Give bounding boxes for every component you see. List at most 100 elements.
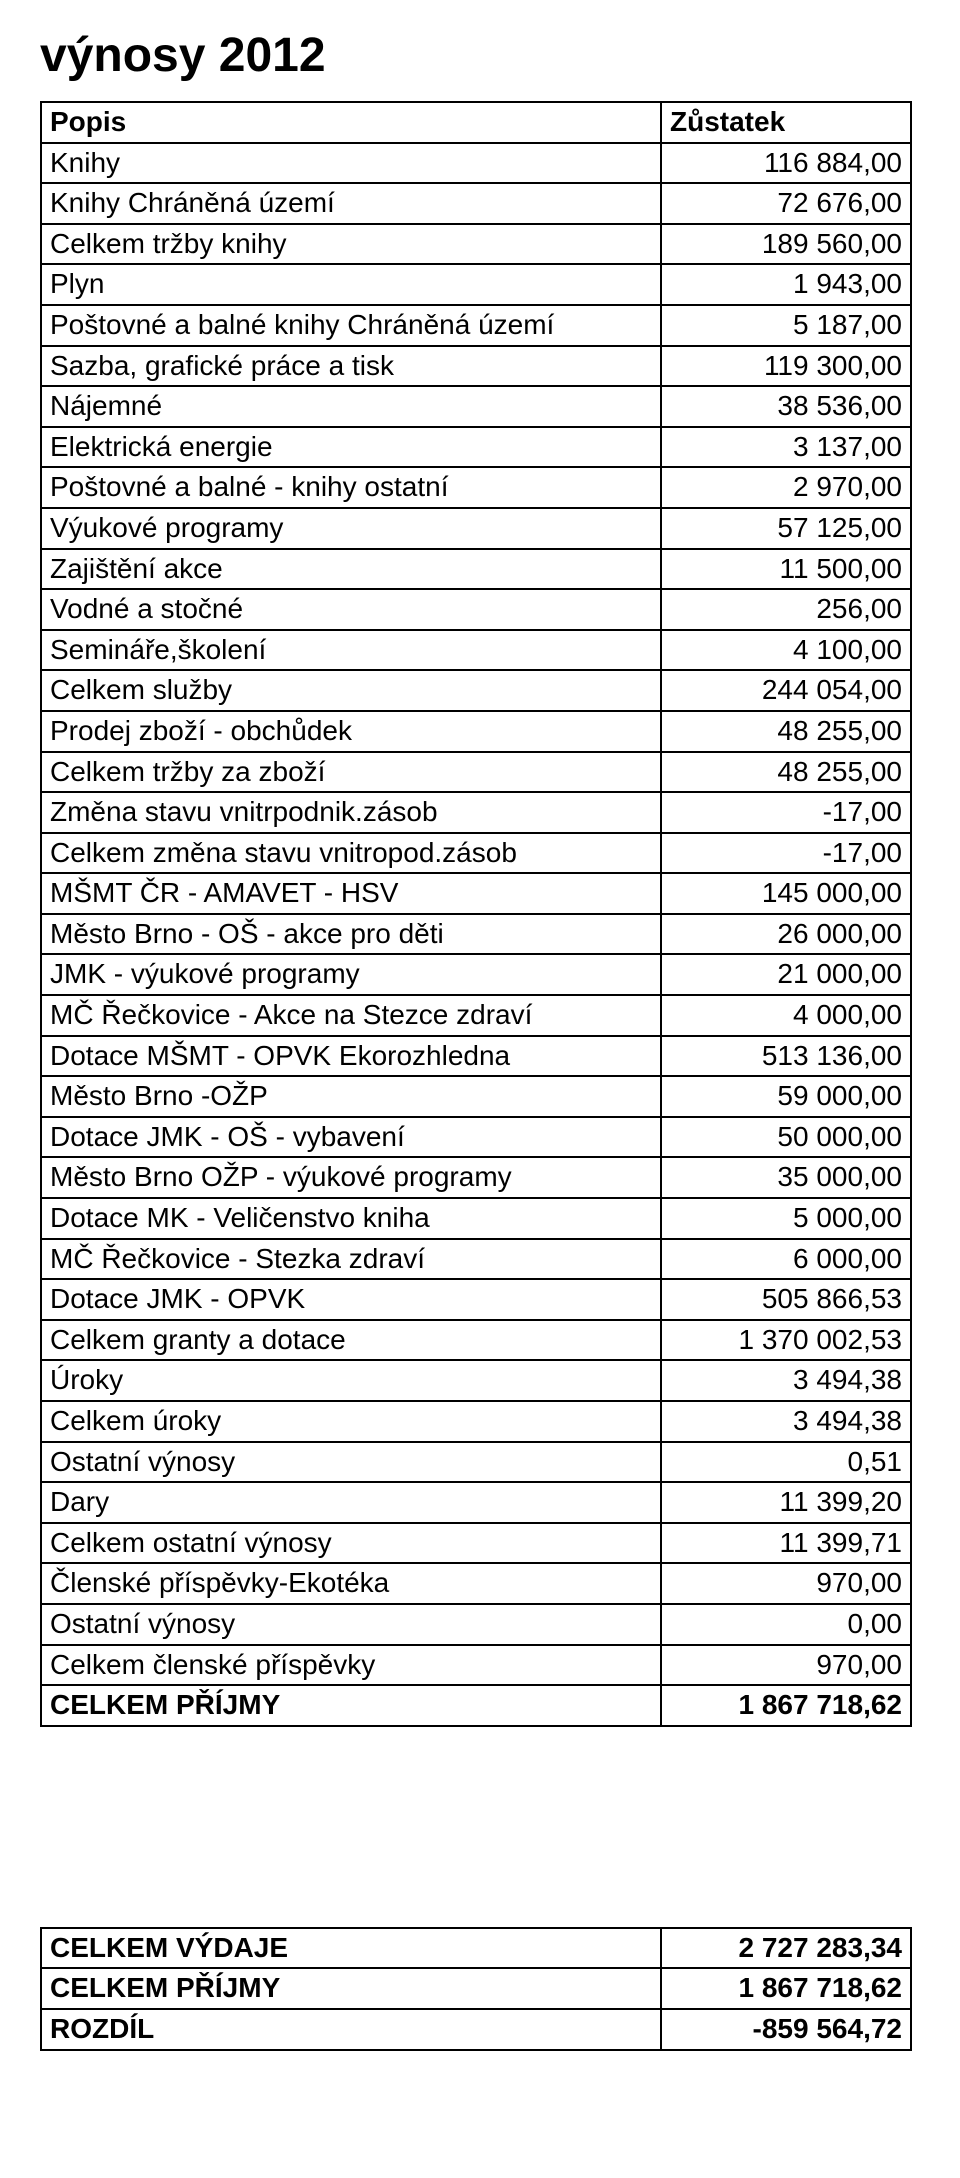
cell-desc: CELKEM PŘÍJMY <box>41 1685 661 1726</box>
cell-val: 5 187,00 <box>661 305 911 346</box>
table-row: Celkem tržby knihy189 560,00 <box>41 224 911 265</box>
table-row: MČ Řečkovice - Akce na Stezce zdraví4 00… <box>41 995 911 1036</box>
table-row: Celkem tržby za zboží48 255,00 <box>41 752 911 793</box>
cell-val: 48 255,00 <box>661 752 911 793</box>
table-gap <box>40 1727 920 1927</box>
table-row: Dotace MK - Veličenstvo kniha5 000,00 <box>41 1198 911 1239</box>
summary-desc: ROZDÍL <box>41 2009 661 2050</box>
cell-desc: Dotace JMK - OPVK <box>41 1279 661 1320</box>
cell-val: 970,00 <box>661 1645 911 1686</box>
table-row: Dotace JMK - OŠ - vybavení50 000,00 <box>41 1117 911 1158</box>
table-row: MŠMT ČR - AMAVET - HSV145 000,00 <box>41 873 911 914</box>
cell-val: 48 255,00 <box>661 711 911 752</box>
table-row: CELKEM PŘÍJMY1 867 718,62 <box>41 1685 911 1726</box>
cell-val: 50 000,00 <box>661 1117 911 1158</box>
table-row: Celkem členské příspěvky970,00 <box>41 1645 911 1686</box>
cell-desc: Knihy Chráněná území <box>41 183 661 224</box>
cell-desc: Poštovné a balné knihy Chráněná území <box>41 305 661 346</box>
cell-desc: Elektrická energie <box>41 427 661 468</box>
cell-desc: Plyn <box>41 264 661 305</box>
cell-desc: Změna stavu vnitrpodnik.zásob <box>41 792 661 833</box>
cell-desc: Celkem změna stavu vnitropod.zásob <box>41 833 661 874</box>
table-row: Město Brno - OŠ - akce pro děti26 000,00 <box>41 914 911 955</box>
table-row: Dotace JMK - OPVK505 866,53 <box>41 1279 911 1320</box>
cell-desc: Celkem tržby za zboží <box>41 752 661 793</box>
cell-desc: Prodej zboží - obchůdek <box>41 711 661 752</box>
cell-val: 505 866,53 <box>661 1279 911 1320</box>
cell-val: 1 370 002,53 <box>661 1320 911 1361</box>
cell-desc: Celkem tržby knihy <box>41 224 661 265</box>
table-header-row: Popis Zůstatek <box>41 102 911 143</box>
header-val: Zůstatek <box>661 102 911 143</box>
cell-desc: MČ Řečkovice - Akce na Stezce zdraví <box>41 995 661 1036</box>
cell-desc: Město Brno OŽP - výukové programy <box>41 1157 661 1198</box>
table-row: Celkem služby244 054,00 <box>41 670 911 711</box>
summary-desc: CELKEM PŘÍJMY <box>41 1968 661 2009</box>
cell-val: 1 943,00 <box>661 264 911 305</box>
cell-val: 4 000,00 <box>661 995 911 1036</box>
cell-val: 11 500,00 <box>661 549 911 590</box>
cell-val: 57 125,00 <box>661 508 911 549</box>
cell-desc: Semináře,školení <box>41 630 661 671</box>
cell-desc: Sazba, grafické práce a tisk <box>41 346 661 387</box>
table-row: Členské příspěvky-Ekotéka970,00 <box>41 1563 911 1604</box>
cell-desc: Ostatní výnosy <box>41 1442 661 1483</box>
table-row: Město Brno -OŽP59 000,00 <box>41 1076 911 1117</box>
cell-val: 11 399,20 <box>661 1482 911 1523</box>
cell-desc: JMK - výukové programy <box>41 954 661 995</box>
cell-val: 119 300,00 <box>661 346 911 387</box>
cell-desc: Úroky <box>41 1360 661 1401</box>
cell-val: 189 560,00 <box>661 224 911 265</box>
table-row: Plyn1 943,00 <box>41 264 911 305</box>
cell-val: 3 494,38 <box>661 1360 911 1401</box>
summary-desc: CELKEM VÝDAJE <box>41 1928 661 1969</box>
table-row: Ostatní výnosy0,00 <box>41 1604 911 1645</box>
cell-val: 116 884,00 <box>661 143 911 184</box>
table-row: Úroky3 494,38 <box>41 1360 911 1401</box>
cell-val: 72 676,00 <box>661 183 911 224</box>
cell-val: 513 136,00 <box>661 1036 911 1077</box>
cell-desc: Dary <box>41 1482 661 1523</box>
cell-val: -17,00 <box>661 792 911 833</box>
table-row: Město Brno OŽP - výukové programy35 000,… <box>41 1157 911 1198</box>
table-row: Celkem úroky3 494,38 <box>41 1401 911 1442</box>
table-row: Celkem granty a dotace1 370 002,53 <box>41 1320 911 1361</box>
cell-desc: Knihy <box>41 143 661 184</box>
table-row: Elektrická energie3 137,00 <box>41 427 911 468</box>
cell-val: -17,00 <box>661 833 911 874</box>
vynosy-table: Popis Zůstatek Knihy116 884,00Knihy Chrá… <box>40 101 912 1727</box>
header-desc: Popis <box>41 102 661 143</box>
summary-table: CELKEM VÝDAJE2 727 283,34CELKEM PŘÍJMY1 … <box>40 1927 912 2051</box>
cell-desc: Celkem ostatní výnosy <box>41 1523 661 1564</box>
table-row: Změna stavu vnitrpodnik.zásob-17,00 <box>41 792 911 833</box>
cell-val: 4 100,00 <box>661 630 911 671</box>
cell-desc: Zajištění akce <box>41 549 661 590</box>
cell-val: 0,00 <box>661 1604 911 1645</box>
cell-desc: Členské příspěvky-Ekotéka <box>41 1563 661 1604</box>
cell-val: 38 536,00 <box>661 386 911 427</box>
summary-row: CELKEM PŘÍJMY1 867 718,62 <box>41 1968 911 2009</box>
cell-val: 6 000,00 <box>661 1239 911 1280</box>
table-row: Poštovné a balné - knihy ostatní2 970,00 <box>41 467 911 508</box>
summary-val: 2 727 283,34 <box>661 1928 911 1969</box>
table-row: Sazba, grafické práce a tisk119 300,00 <box>41 346 911 387</box>
cell-val: 59 000,00 <box>661 1076 911 1117</box>
cell-val: 256,00 <box>661 589 911 630</box>
table-row: Nájemné38 536,00 <box>41 386 911 427</box>
table-row: Knihy116 884,00 <box>41 143 911 184</box>
cell-desc: Město Brno -OŽP <box>41 1076 661 1117</box>
cell-desc: Výukové programy <box>41 508 661 549</box>
table-row: Ostatní výnosy0,51 <box>41 1442 911 1483</box>
table-row: Celkem změna stavu vnitropod.zásob-17,00 <box>41 833 911 874</box>
cell-desc: Město Brno - OŠ - akce pro děti <box>41 914 661 955</box>
table-row: Prodej zboží - obchůdek48 255,00 <box>41 711 911 752</box>
cell-desc: Dotace JMK - OŠ - vybavení <box>41 1117 661 1158</box>
cell-val: 35 000,00 <box>661 1157 911 1198</box>
cell-desc: Poštovné a balné - knihy ostatní <box>41 467 661 508</box>
cell-val: 3 494,38 <box>661 1401 911 1442</box>
cell-val: 2 970,00 <box>661 467 911 508</box>
table-row: Dary11 399,20 <box>41 1482 911 1523</box>
summary-row: CELKEM VÝDAJE2 727 283,34 <box>41 1928 911 1969</box>
page-title: výnosy 2012 <box>40 28 920 83</box>
cell-val: 26 000,00 <box>661 914 911 955</box>
